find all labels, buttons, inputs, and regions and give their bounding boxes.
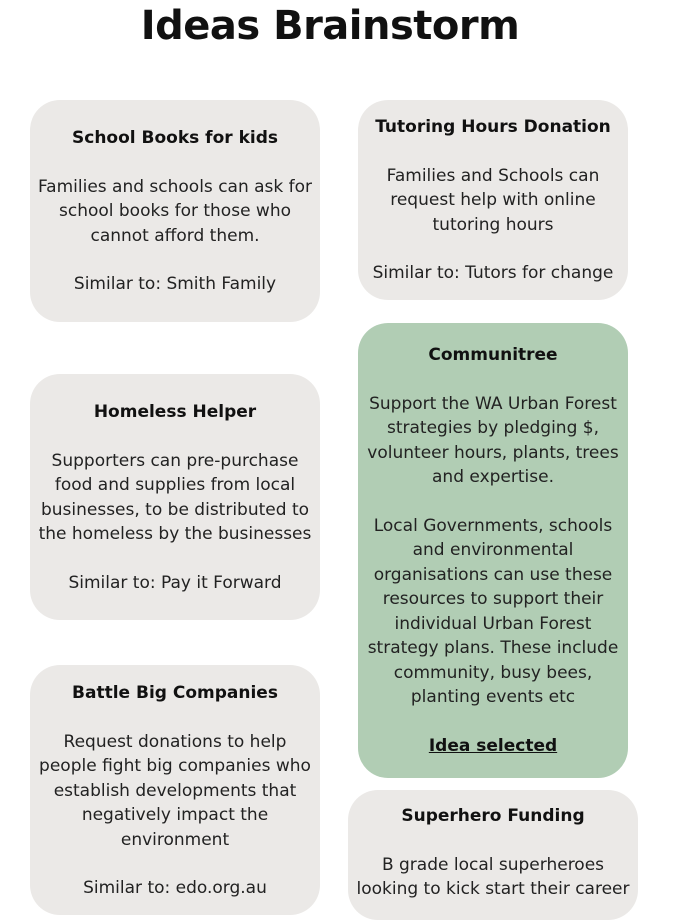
- idea-card-description: Families and Schools can request help wi…: [386, 165, 600, 235]
- idea-card-details: Local Governments, schools and environme…: [367, 515, 619, 708]
- idea-card-title: Superhero Funding: [401, 806, 585, 826]
- idea-card-communitree: Communitree Support the WA Urban Forest …: [358, 323, 628, 778]
- idea-card-title: Homeless Helper: [93, 402, 257, 422]
- idea-card-superhero-funding: Superhero Funding B grade local superher…: [348, 790, 638, 920]
- idea-card-title: Communitree: [428, 345, 558, 365]
- idea-card-description: Supporters can pre-purchase food and sup…: [38, 450, 312, 545]
- idea-card-tutoring: Tutoring Hours Donation Families and Sch…: [358, 100, 628, 300]
- idea-card-similar: Similar to: Pay it Forward: [68, 572, 282, 593]
- idea-card-description: Families and schools can ask for school …: [37, 176, 313, 246]
- page-title: Ideas Brainstorm: [140, 3, 520, 49]
- idea-card-battle-big-companies: Battle Big Companies Request donations t…: [30, 665, 320, 915]
- idea-selected-label: Idea selected: [428, 735, 558, 756]
- idea-card-similar: Similar to: Smith Family: [73, 274, 277, 294]
- idea-card-similar: Similar to: Tutors for change: [372, 263, 614, 283]
- idea-card-title: Tutoring Hours Donation: [375, 117, 611, 137]
- idea-card-homeless-helper: Homeless Helper Supporters can pre-purch…: [30, 374, 320, 620]
- idea-card-description: Request donations to help people fight b…: [39, 731, 311, 850]
- idea-card-school-books: School Books for kids Families and schoo…: [30, 100, 320, 322]
- idea-card-similar: Similar to: edo.org.au: [83, 878, 267, 898]
- idea-card-title: School Books for kids: [72, 128, 278, 148]
- idea-card-description: Support the WA Urban Forest strategies b…: [367, 393, 619, 488]
- idea-card-title: Battle Big Companies: [72, 683, 278, 703]
- idea-card-description: B grade local superheroes looking to kic…: [356, 854, 630, 900]
